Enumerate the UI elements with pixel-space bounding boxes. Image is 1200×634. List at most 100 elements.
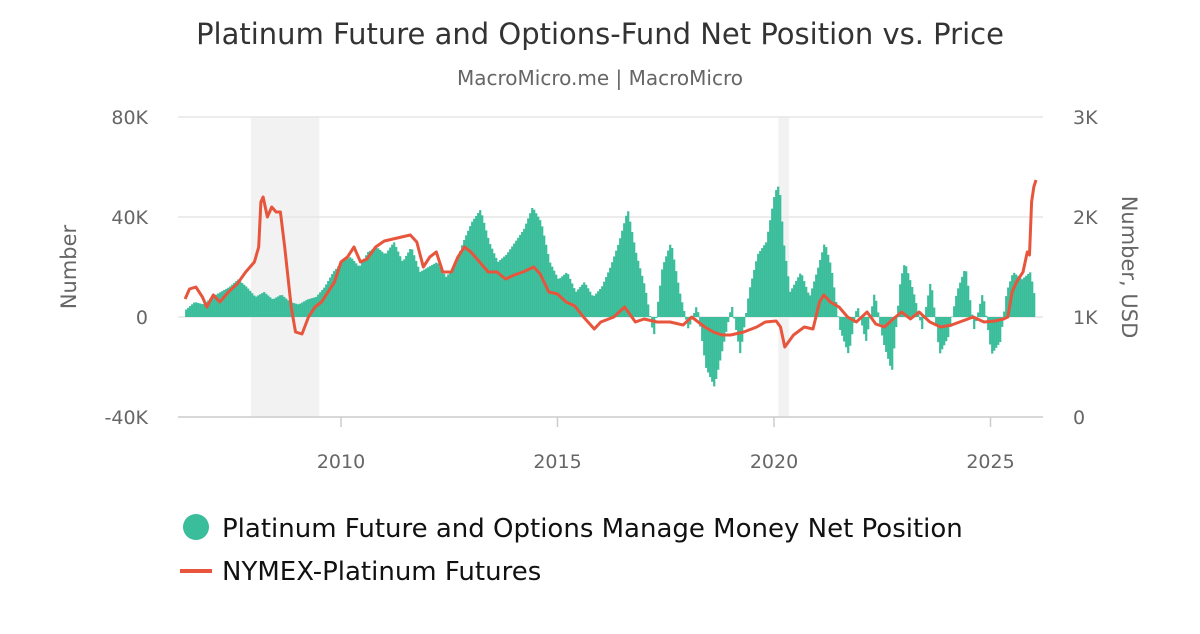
net-position-bar [877,312,879,317]
net-position-bar [341,262,343,317]
net-position-bar [693,313,695,317]
legend-item-price[interactable]: NYMEX-Platinum Futures [180,557,541,587]
net-position-bar [669,245,671,317]
net-position-bar [267,296,269,317]
net-position-bar [739,317,741,353]
net-position-bar [757,254,759,317]
net-position-bar [283,297,285,317]
net-position-bar [771,209,773,317]
net-position-bar [411,249,413,317]
y-tick-label-left: 40K [111,207,148,229]
net-position-bar [621,231,623,317]
net-position-bar [941,317,943,349]
net-position-bar [599,289,601,317]
net-position-bar [375,247,377,317]
net-position-bar [743,317,745,327]
net-position-bar [937,317,939,342]
net-position-bar [821,252,823,317]
net-position-bar [847,317,849,353]
net-position-bar [323,288,325,317]
net-position-bar [413,255,415,317]
net-position-bar [789,292,791,317]
net-position-bar [841,317,843,336]
net-position-bar [569,279,571,317]
net-position-bar [611,262,613,317]
net-position-bar [261,293,263,317]
net-position-bar [471,222,473,317]
net-position-bar [677,283,679,317]
net-position-bar [239,281,241,317]
net-position-bar [327,281,329,317]
net-position-bar [871,306,873,317]
net-position-bar [977,312,979,317]
net-position-bar [873,295,875,317]
net-position-bar [735,317,737,330]
net-position-bar [351,259,353,317]
net-position-bar [217,294,219,317]
net-position-bar [943,317,945,345]
net-position-bar [555,275,557,317]
net-position-bar [287,300,289,317]
net-position-bar [635,253,637,317]
net-position-bar [801,275,803,317]
net-position-bar [619,238,621,317]
net-position-bar [795,281,797,317]
net-position-bar [445,277,447,317]
net-position-bar [921,317,923,329]
net-position-bar [545,245,547,317]
net-position-bar [617,245,619,317]
net-position-bar [389,248,391,317]
net-position-bar [547,254,549,317]
net-position-bar [741,317,743,342]
net-position-bar [745,313,747,317]
net-position-bar [563,275,565,317]
net-position-bar [371,250,373,317]
net-position-bar [573,288,575,317]
net-position-bar [251,293,253,317]
net-position-bar [891,317,893,370]
net-position-bar [857,308,859,317]
y-tick-label-right: 0 [1073,407,1085,429]
net-position-bar [505,255,507,317]
net-position-bar [675,271,677,317]
net-position-bar [927,295,929,317]
net-position-bar [839,317,841,330]
net-position-bar [435,263,437,317]
net-position-bar [517,238,519,317]
recession-shade [251,117,319,417]
net-position-bar [749,287,751,317]
net-position-bar [431,265,433,317]
net-position-bar [701,317,703,341]
net-position-bar [461,245,463,317]
net-position-bar [353,261,355,317]
legend-label-price: NYMEX-Platinum Futures [222,557,541,587]
net-position-bar [843,317,845,342]
net-position-bar [631,232,633,317]
net-position-bar [723,317,725,342]
net-position-bar [731,307,733,317]
net-position-bar [381,252,383,317]
net-position-bar [985,316,987,317]
net-position-bar [679,294,681,317]
net-position-bar [719,317,721,360]
net-position-bar [753,270,755,317]
net-position-bar [485,230,487,317]
net-position-bar [865,317,867,341]
net-position-bar [567,274,569,317]
net-position-bar [201,304,203,317]
net-position-bar [811,288,813,317]
net-position-bar [285,299,287,317]
net-position-bar [831,273,833,317]
net-position-bar [879,317,881,324]
net-position-bar [663,262,665,317]
net-position-bar [779,195,781,317]
net-position-bar [769,220,771,317]
net-position-bar [705,317,707,368]
net-position-bar [591,295,593,317]
net-position-bar [759,251,761,317]
net-position-bar [955,296,957,317]
legend-item-net-position[interactable]: Platinum Future and Options Manage Money… [183,514,963,544]
net-position-bar [387,250,389,317]
net-position-bar [403,259,405,317]
net-position-bar [391,245,393,317]
